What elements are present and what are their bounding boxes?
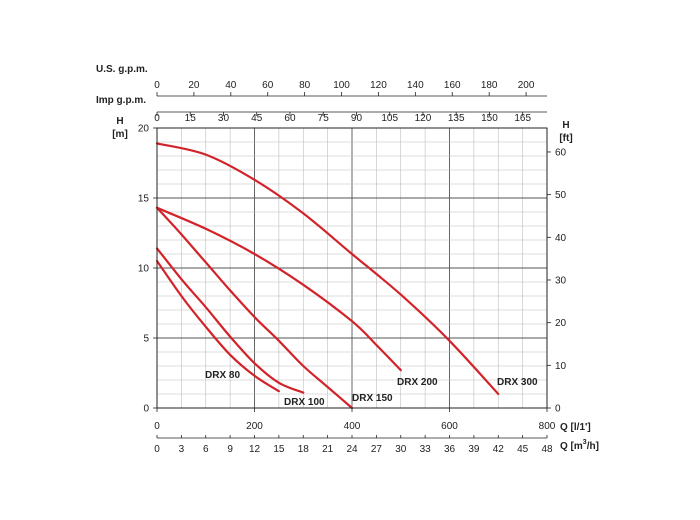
x-m3h-tick-label: 30 [395, 444, 407, 455]
right-axis-label-h: H [562, 120, 569, 131]
grid [156, 127, 548, 409]
y-right-tick-label: 20 [555, 318, 567, 329]
x-m3h-tick-label: 39 [468, 444, 480, 455]
y-right-tick-label: 50 [555, 190, 567, 201]
x-m3h-tick-label: 0 [154, 444, 160, 455]
x-us-tick-label: 20 [188, 80, 200, 91]
curve-labels: DRX 80 DRX 100 DRX 150 DRX 200 DRX 300 [205, 370, 538, 408]
x-imp-tick-label: 30 [218, 113, 230, 124]
curve-label-drx-80: DRX 80 [205, 370, 240, 381]
x-m3h-tick-label: 24 [346, 444, 358, 455]
x-m3h-tick-label: 15 [273, 444, 285, 455]
curve-drx-80 [155, 259, 280, 393]
x-us-tick-label: 160 [444, 80, 461, 91]
x-us-tick-label: 60 [262, 80, 274, 91]
x-imp-tick-label: 75 [318, 113, 330, 124]
x-m3h-tick-label: 9 [227, 444, 233, 455]
x-m3h-tick-label: 36 [444, 444, 456, 455]
x-us-tick-label: 0 [154, 80, 160, 91]
curve-label-drx-100: DRX 100 [284, 397, 325, 408]
x-m3h-tick-label: 48 [541, 444, 553, 455]
x-bottom-tick-label: 0 [154, 421, 160, 432]
y-right-tick-label: 60 [555, 147, 567, 158]
x-us-tick-label: 120 [370, 80, 387, 91]
x-us-tick-label: 80 [299, 80, 311, 91]
x-m3h-tick-label: 42 [493, 444, 505, 455]
curves [155, 142, 500, 410]
x-us-tick-label: 140 [407, 80, 424, 91]
left-axis-label-h: H [116, 116, 123, 127]
y-right-tick-label: 0 [555, 404, 561, 415]
x-m3h-tick-label: 18 [298, 444, 310, 455]
m3h-label-sup: 3 [583, 439, 587, 446]
x-us-tick-label: 40 [225, 80, 237, 91]
curve-drx-200 [155, 206, 402, 372]
y-right-tick-label: 40 [555, 233, 567, 244]
curve-label-drx-200: DRX 200 [397, 377, 438, 388]
y-right-tick-label: 10 [555, 361, 567, 372]
x-m3h-tick-label: 6 [203, 444, 209, 455]
right-axis-label-unit: [ft] [559, 133, 572, 144]
x-bottom-tick-label: 600 [441, 421, 458, 432]
curve-drx-150 [155, 206, 354, 410]
x-imp-tick-label: 45 [251, 113, 263, 124]
x-imp-tick-label: 105 [381, 113, 398, 124]
top-imp-axis-label: Imp g.p.m. [96, 95, 146, 106]
top-us-axis-label: U.S. g.p.m. [96, 64, 148, 75]
y-left-tick-label: 20 [138, 124, 150, 135]
y-left-tick-label: 10 [138, 264, 150, 275]
x-imp-tick-label: 150 [481, 113, 498, 124]
bottom-axis-label-lmin: Q [l/1'] [560, 422, 591, 433]
left-axis-label-unit: [m] [112, 129, 128, 140]
x-imp-tick-label: 60 [284, 113, 296, 124]
x-imp-tick-label: 90 [351, 113, 363, 124]
x-m3h-tick-label: 33 [420, 444, 432, 455]
x-m3h-tick-label: 45 [517, 444, 529, 455]
y-left-tick-label: 15 [138, 194, 150, 205]
x-bottom-tick-label: 800 [539, 421, 556, 432]
curve-label-drx-150: DRX 150 [352, 393, 393, 404]
x-m3h-tick-label: 27 [371, 444, 383, 455]
curve-drx-100 [155, 247, 305, 394]
x-m3h-tick-label: 3 [179, 444, 185, 455]
y-left-tick-label: 0 [143, 404, 149, 415]
curve-drx-300 [155, 142, 500, 396]
x-m3h-tick-label: 12 [249, 444, 261, 455]
x-imp-tick-label: 15 [185, 113, 197, 124]
y-left-tick-label: 5 [143, 334, 149, 345]
m3h-label-tail: /h] [587, 441, 599, 452]
bottom-axis-label-m3h: Q [m3/h] [560, 439, 599, 452]
x-us-tick-label: 180 [481, 80, 498, 91]
m3h-label-main: Q [m [560, 441, 583, 452]
x-bottom-tick-label: 200 [246, 421, 263, 432]
curve-label-drx-300: DRX 300 [497, 377, 538, 388]
x-m3h-tick-label: 21 [322, 444, 334, 455]
y-right-tick-label: 30 [555, 275, 567, 286]
x-imp-tick-label: 135 [448, 113, 465, 124]
x-imp-tick-label: 0 [154, 113, 160, 124]
x-imp-tick-label: 165 [514, 113, 531, 124]
x-imp-tick-label: 120 [415, 113, 432, 124]
x-us-tick-label: 100 [333, 80, 350, 91]
x-us-tick-label: 200 [518, 80, 535, 91]
x-bottom-tick-label: 400 [344, 421, 361, 432]
